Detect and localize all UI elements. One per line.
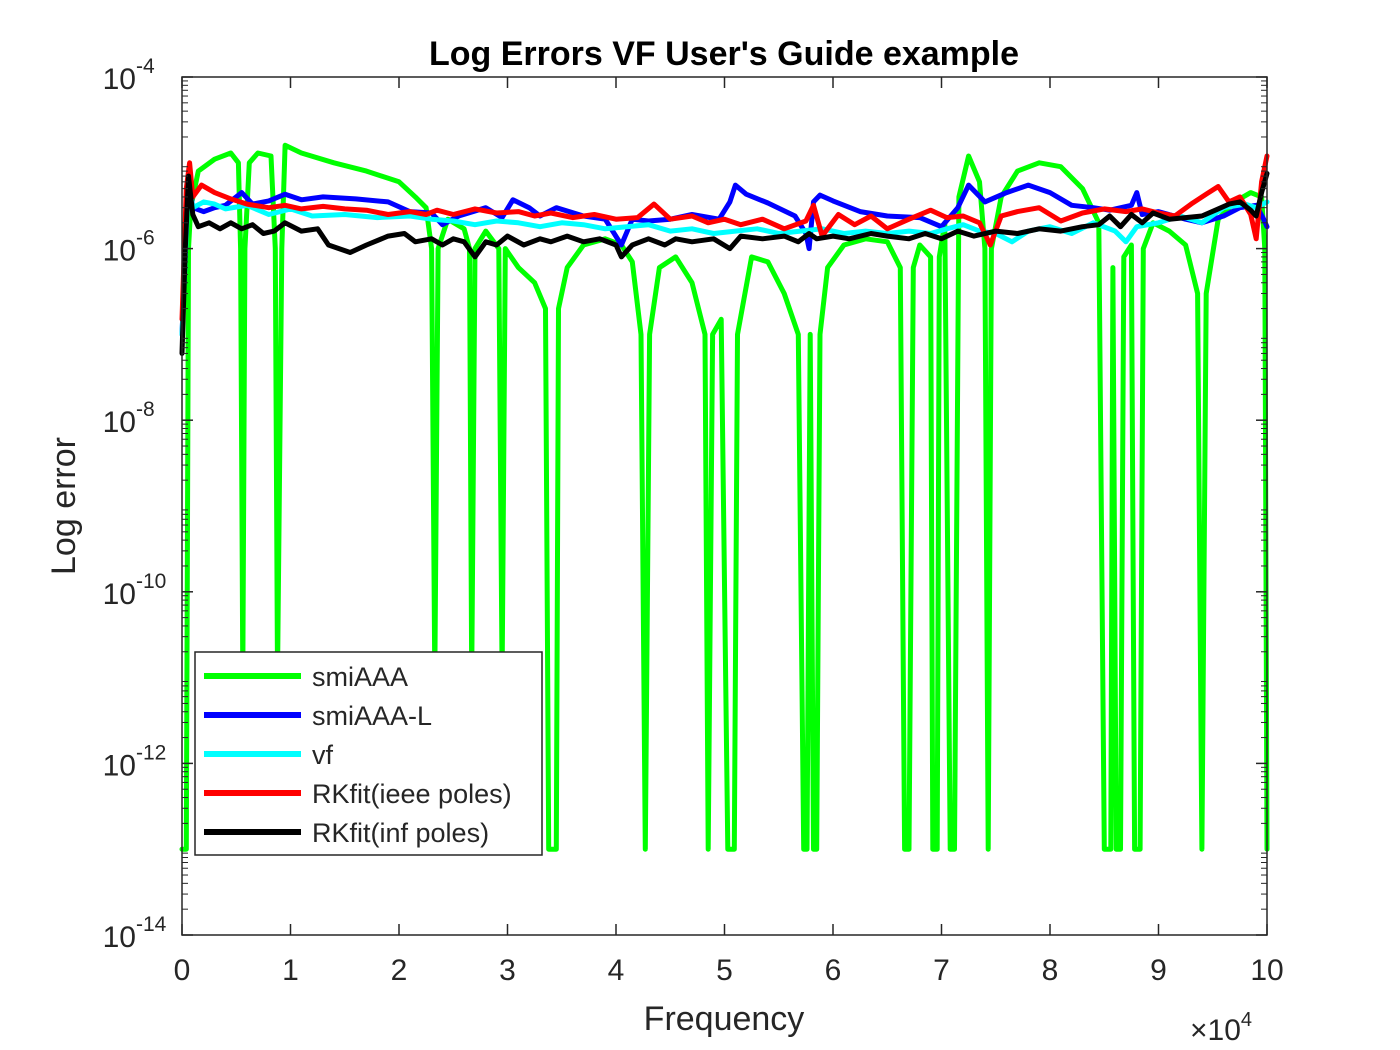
legend-label-1: smiAAA-L [312, 701, 432, 731]
x-tick-label: 1 [282, 954, 299, 987]
legend-label-0: smiAAA [312, 662, 408, 692]
chart-title: Log Errors VF User's Guide example [429, 35, 1019, 73]
legend: smiAAA smiAAA-L vf RKfit(ieee poles) RKfit(i… [194, 651, 543, 856]
series-line-3 [179, 153, 1270, 322]
y-tick-exponent: -12 [136, 741, 166, 764]
x-tick-label: 2 [391, 954, 408, 987]
y-tick-exponent: -6 [136, 227, 155, 250]
x-axis-label: Frequency [644, 1000, 805, 1038]
x-tick-label: 6 [825, 954, 842, 987]
y-tick-label: 10-6 [103, 227, 155, 268]
y-tick-label: 10-8 [103, 398, 155, 439]
series-layer [179, 142, 1270, 852]
legend-label-3: RKfit(ieee poles) [312, 779, 512, 809]
y-tick-exponent: -8 [136, 398, 155, 421]
series-line-2 [179, 179, 1270, 337]
y-tick-label: 10-10 [103, 570, 167, 611]
x-exponent-power: 4 [1241, 1009, 1252, 1031]
y-axis-label: Log error [45, 437, 83, 575]
series-line-4 [179, 171, 1270, 356]
y-tick-exponent: -14 [136, 913, 167, 936]
x-exponent-base: ×10 [1190, 1014, 1241, 1047]
x-exponent-label: ×104 [1190, 1009, 1252, 1047]
legend-label-2: vf [312, 740, 334, 770]
series-line-0 [179, 142, 1270, 852]
x-tick-label: 8 [1042, 954, 1059, 987]
legend-label-4: RKfit(inf poles) [312, 818, 489, 848]
x-tick-label: 5 [716, 954, 733, 987]
x-tick-label: 9 [1150, 954, 1167, 987]
x-tick-label: 4 [608, 954, 625, 987]
y-tick-label: 10-12 [103, 741, 167, 782]
x-tick-label: 10 [1250, 954, 1283, 987]
y-tick-exponent: -10 [136, 570, 166, 593]
y-tick-label: 10-4 [103, 55, 155, 96]
x-tick-label: 3 [499, 954, 516, 987]
x-tick-label: 7 [933, 954, 950, 987]
x-tick-label: 0 [174, 954, 191, 987]
y-tick-label: 10-14 [103, 913, 167, 954]
y-tick-exponent: -4 [136, 55, 155, 78]
